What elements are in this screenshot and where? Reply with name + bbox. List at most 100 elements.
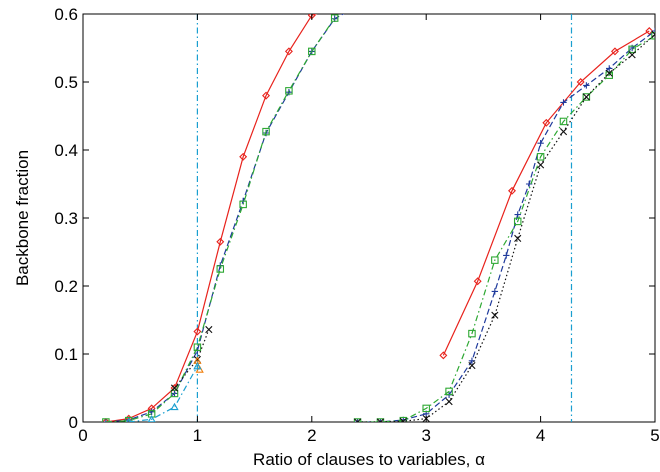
y-tick-label: 0.6 (54, 5, 78, 24)
data-series (102, 14, 339, 422)
x-marker (537, 161, 545, 169)
x-marker (491, 311, 499, 319)
diamond-marker (354, 1, 360, 7)
square-marker (582, 93, 591, 101)
x-marker (582, 93, 590, 101)
plus-marker (514, 211, 521, 218)
square-marker (559, 117, 568, 126)
square-marker (216, 265, 225, 273)
x-marker (399, 417, 407, 422)
square-marker (330, 14, 339, 22)
triangle-marker (126, 417, 132, 422)
diamond-marker (216, 237, 225, 246)
plus-marker (354, 3, 360, 9)
reference-lines (196, 14, 573, 422)
y-tick-label: 0.1 (54, 345, 78, 364)
plus-marker (102, 418, 110, 422)
square-marker (491, 256, 499, 264)
square-marker (102, 418, 110, 422)
x-marker (170, 384, 179, 392)
diamond-marker (645, 27, 654, 35)
square-marker (193, 343, 202, 351)
diamond-marker (508, 186, 516, 195)
plus-marker (377, 418, 384, 422)
square-marker (308, 47, 316, 56)
square-marker (422, 404, 430, 413)
x-marker (468, 361, 476, 370)
diamond-marker (542, 118, 551, 127)
axis-ticks: 0 1 2 3 4 5 0 0.1 0.2 0.3 0.4 0.5 0.6 (54, 5, 659, 445)
plus-marker (583, 82, 590, 89)
square-marker (262, 127, 270, 136)
y-tick-label: 0.4 (54, 141, 78, 160)
diamond-marker (473, 277, 482, 286)
diamond-marker (610, 47, 619, 56)
series-line (105, 14, 345, 422)
series-line (105, 14, 318, 422)
plus-marker (651, 27, 655, 35)
plus-marker (354, 418, 361, 422)
x-marker (353, 418, 362, 422)
diamond-marker (439, 351, 448, 360)
plus-marker (537, 140, 544, 147)
diamond-marker (193, 327, 202, 336)
square-marker (376, 418, 385, 422)
square-marker (651, 32, 655, 40)
x-tick-label: 2 (307, 426, 316, 445)
x-tick-label: 1 (193, 426, 202, 445)
series-line (128, 365, 198, 422)
square-marker (536, 153, 545, 161)
y-tick-label: 0.5 (54, 73, 78, 92)
x-tick-label: 4 (536, 426, 545, 445)
triangle-marker (147, 414, 156, 422)
square-marker (170, 389, 179, 398)
x-axis-label: Ratio of clauses to variables, α (253, 450, 485, 469)
triangle-marker (193, 361, 202, 370)
square-marker (285, 87, 293, 95)
x-marker (651, 30, 655, 38)
plus-marker (606, 65, 613, 72)
y-tick-label: 0.3 (54, 209, 78, 228)
series-layer (101, 1, 655, 422)
square-marker (445, 387, 453, 396)
x-marker (514, 234, 522, 242)
data-series (101, 1, 360, 422)
data-series (353, 32, 655, 422)
square-marker (125, 416, 133, 422)
square-marker (353, 418, 362, 422)
square-marker (605, 71, 613, 79)
plus-marker (503, 252, 510, 259)
data-series (126, 361, 202, 422)
series-line (357, 35, 655, 422)
x-marker (445, 398, 453, 406)
x-tick-label: 3 (421, 426, 430, 445)
diamond-marker (262, 91, 271, 100)
plus-marker (491, 288, 499, 295)
y-tick-label: 0.2 (54, 277, 78, 296)
x-marker (628, 51, 636, 59)
x-tick-label: 0 (78, 426, 87, 445)
diamond-marker (576, 78, 585, 86)
diamond-marker (331, 4, 337, 10)
square-marker (513, 217, 522, 226)
x-tick-label: 5 (650, 426, 659, 445)
square-marker (468, 329, 476, 338)
x-marker (605, 69, 613, 77)
plus-marker (560, 99, 567, 106)
x-marker (205, 325, 213, 334)
x-marker (376, 418, 385, 422)
y-axis-label: Backbone fraction (13, 150, 32, 286)
series-line (442, 30, 650, 356)
data-series (353, 30, 655, 422)
diamond-marker (239, 152, 248, 161)
square-marker (239, 200, 247, 209)
data-series (439, 27, 654, 360)
square-marker (628, 45, 636, 54)
diamond-marker (101, 418, 110, 422)
y-tick-label: 0 (69, 413, 78, 432)
triangle-marker (170, 402, 179, 411)
x-marker (559, 128, 568, 136)
plot-area (82, 13, 656, 423)
diamond-marker (284, 47, 293, 56)
